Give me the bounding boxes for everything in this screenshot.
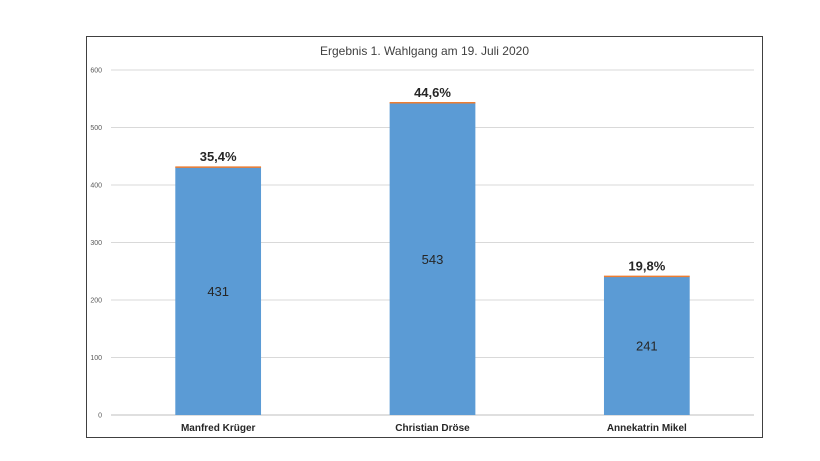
- y-tick-label: 600: [90, 68, 102, 75]
- x-category-label: Christian Dröse: [395, 423, 470, 434]
- bar-2: [389, 102, 476, 416]
- y-tick-label: 200: [90, 298, 102, 305]
- chart-title: Ergebnis 1. Wahlgang am 19. Juli 2020: [319, 44, 529, 58]
- bar-percent-label: 44,6%: [414, 85, 451, 100]
- bar-value-label: 241: [636, 339, 658, 354]
- bar-chart: 0 100 200 300 400 500 600 431 35,4% 543 44,6% 241 1…: [90, 68, 754, 434]
- chart-frame: Ergebnis 1. Wahlgang am 19. Juli 2020 0 1…: [86, 36, 763, 438]
- bar-3: [603, 276, 690, 415]
- bar-value-label: 543: [422, 252, 444, 267]
- y-axis-ticks: 0 100 200 300 400 500 600: [90, 68, 102, 420]
- y-tick-label: 500: [90, 125, 102, 132]
- bar-1: [175, 167, 262, 415]
- bars: [175, 102, 690, 416]
- bar-value-label: 431: [207, 284, 229, 299]
- y-tick-label: 300: [90, 240, 102, 247]
- y-tick-label: 100: [90, 355, 102, 362]
- x-category-label: Manfred Krüger: [181, 423, 256, 434]
- bar-percent-label: 35,4%: [200, 149, 237, 164]
- x-category-label: Annekatrin Mikel: [607, 423, 687, 434]
- data-labels: 431 35,4% 543 44,6% 241 19,8%: [200, 85, 666, 354]
- y-tick-label: 0: [98, 413, 102, 420]
- bar-percent-label: 19,8%: [628, 258, 665, 273]
- y-tick-label: 400: [90, 183, 102, 190]
- x-axis-categories: Manfred Krüger Christian Dröse Annekatrin …: [181, 423, 687, 434]
